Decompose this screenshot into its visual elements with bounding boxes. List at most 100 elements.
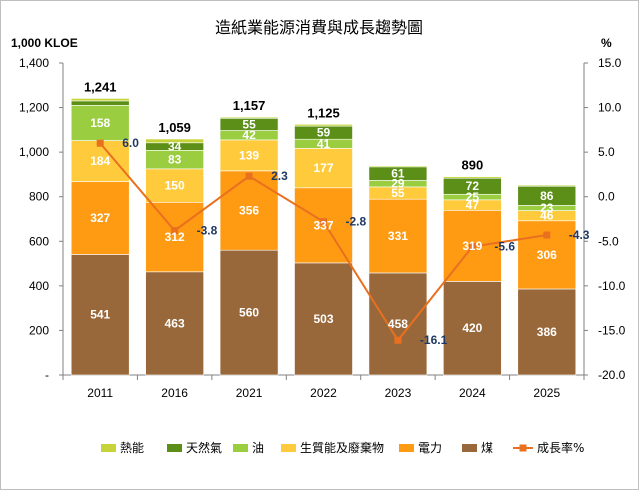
right-tick-label: -5.0 [598, 234, 619, 248]
segment-value-label: 46 [540, 209, 554, 223]
left-tick-label: 1,400 [19, 56, 49, 70]
segment-value-label: 337 [313, 218, 333, 232]
segment-value-label: 72 [466, 179, 480, 193]
x-tick-label: 2024 [459, 386, 486, 400]
growth-rate-label: 6.0 [122, 136, 139, 150]
growth-rate-label: -5.6 [494, 240, 515, 254]
left-tick-label: 400 [29, 279, 49, 293]
left-tick-label: 800 [29, 190, 49, 204]
segment-value-label: 34 [168, 140, 182, 154]
bar-segment [368, 165, 428, 168]
legend: 熱能 天然氣 油 生質能及廢棄物 電力 煤 成長率% [101, 440, 584, 455]
legend-swatch [399, 444, 414, 452]
growth-rate-point [171, 227, 179, 235]
bar-segment [517, 288, 577, 376]
x-tick-label: 2016 [161, 386, 188, 400]
x-tick-label: 2021 [236, 386, 263, 400]
total-value-label: 1,241 [84, 79, 117, 94]
bar-segment [70, 181, 130, 255]
legend-swatch [101, 444, 116, 452]
bar-segment [145, 168, 204, 203]
segment-value-label: 158 [90, 116, 110, 130]
legend-swatch [233, 444, 248, 452]
growth-rate-label: -4.3 [569, 228, 590, 242]
total-value-label: 890 [462, 158, 484, 173]
growth-rate-point [543, 231, 551, 239]
segment-value-label: 139 [239, 148, 259, 162]
segment-value-label: 386 [537, 325, 557, 339]
bar-segment [443, 176, 502, 179]
axes-layer: - 200 400 600 800 1,000 1,200 1,400 -20.0 -15.0 -1… [19, 56, 626, 400]
left-tick-label: - [45, 368, 49, 382]
right-axis-unit: % [601, 36, 612, 50]
x-tick-label: 2022 [310, 386, 337, 400]
bar-segment [294, 148, 353, 189]
legend-label: 電力 [418, 441, 442, 455]
growth-rate-point [320, 218, 327, 226]
right-tick-label: -10.0 [598, 279, 626, 293]
segment-value-label: 55 [242, 117, 256, 131]
segment-value-label: 458 [388, 317, 408, 331]
segment-value-label: 306 [537, 248, 557, 262]
legend-label: 油 [252, 441, 264, 455]
bar-segment [70, 100, 130, 106]
legend-marker [519, 444, 527, 452]
growth-rate-point [468, 243, 476, 251]
segment-value-label: 331 [388, 229, 408, 243]
segment-value-label: 55 [391, 186, 405, 200]
left-tick-label: 600 [29, 234, 49, 248]
bar-segment [517, 184, 577, 187]
right-tick-label: 5.0 [598, 145, 615, 159]
bar-segment [145, 271, 204, 376]
growth-rate-label: -2.8 [346, 215, 367, 229]
bar-segment [368, 272, 428, 376]
segment-value-label: 356 [239, 204, 259, 218]
segment-value-label: 61 [391, 167, 405, 181]
left-tick-label: 1,200 [19, 101, 49, 115]
growth-line-layer [96, 139, 551, 344]
segment-value-label: 83 [168, 153, 182, 167]
legend-label: 熱能 [120, 441, 144, 455]
left-tick-label: 1,000 [19, 145, 49, 159]
x-tick-label: 2025 [533, 386, 560, 400]
bar-segment [70, 254, 130, 376]
segment-value-label: 29 [391, 177, 405, 191]
segment-value-label: 86 [540, 189, 554, 203]
legend-swatch [281, 444, 296, 452]
segment-value-label: 560 [239, 306, 259, 320]
right-tick-label: 0.0 [598, 190, 615, 204]
bar-segment [219, 170, 279, 251]
segment-value-label: 503 [313, 312, 333, 326]
growth-rate-point [96, 139, 104, 147]
bar-segment [219, 249, 279, 376]
bar-segment [517, 220, 577, 290]
right-tick-label: -15.0 [598, 323, 626, 337]
segment-value-label: 42 [242, 128, 256, 142]
segment-value-label: 312 [165, 230, 185, 244]
total-value-label: 1,157 [233, 98, 266, 113]
segment-value-label: 177 [313, 161, 333, 175]
growth-rate-label: -3.8 [197, 224, 218, 238]
right-tick-label: 10.0 [598, 101, 622, 115]
bar-segment [368, 198, 428, 274]
bar-segment [294, 262, 353, 376]
bar-segment [70, 140, 130, 182]
segment-value-label: 150 [165, 179, 185, 193]
legend-swatch [167, 444, 182, 452]
segment-value-label: 59 [317, 126, 331, 140]
bars-layer [70, 98, 577, 376]
segment-value-label: 541 [90, 308, 110, 322]
left-tick-label: 200 [29, 323, 49, 337]
segment-value-label: 41 [317, 137, 331, 151]
right-tick-label: 15.0 [598, 56, 622, 70]
x-tick-label: 2023 [385, 386, 412, 400]
segment-value-label: 184 [90, 154, 110, 168]
growth-rate-label: 2.3 [271, 169, 288, 183]
segment-value-label: 463 [165, 316, 185, 330]
segment-value-label: 319 [462, 239, 482, 253]
legend-label: 煤 [481, 441, 493, 455]
total-value-label: 1,125 [307, 105, 340, 120]
segment-value-label: 47 [466, 198, 480, 212]
